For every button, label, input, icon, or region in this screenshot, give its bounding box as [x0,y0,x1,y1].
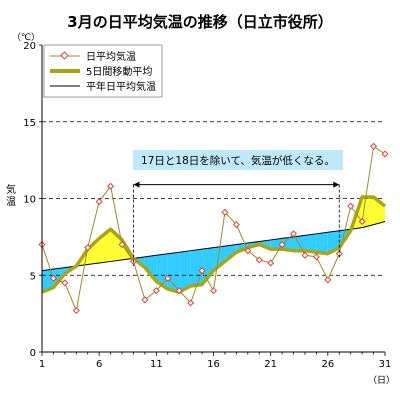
daily-point-12 [164,274,172,282]
daily-point-10 [141,296,149,304]
x-tick-label-26: 26 [321,359,334,370]
daily-point-26 [324,276,332,284]
annotation-box [133,150,343,170]
x-axis-unit: （日） [368,375,395,386]
daily-point-29 [358,218,366,226]
daily-point-6 [95,198,103,206]
daily-point-4 [72,307,80,315]
series-lines [41,145,387,313]
annotation: 17日と18日を除いて、気温が低くなる。 [133,150,343,267]
x-tick-label-1: 1 [39,359,45,370]
x-tick-label-11: 11 [150,359,163,370]
annotation-arrow-head-right [333,181,340,188]
x-tick-label-6: 6 [96,359,102,370]
fill-below-normal [270,238,283,250]
daily-point-13 [175,287,183,295]
legend-label-daily: 日平均気温 [86,50,136,63]
fill-below-normal [156,253,168,290]
fill-below-normal [316,232,328,254]
series-line-normal [41,221,386,272]
axes [39,44,386,356]
daily-point-16 [209,287,218,295]
daily-point-8 [118,241,126,249]
daily-point-15 [198,267,206,275]
fill-above-normal [373,196,385,225]
annotation-arrow [133,181,340,267]
daily-temperature-markers [38,142,389,315]
daily-point-7 [107,182,115,190]
daily-point-28 [347,202,355,210]
chart-title: 3月の日平均気温の推移（日立市役所） [67,13,332,31]
daily-point-25 [312,253,320,261]
daily-point-14 [187,299,195,307]
daily-point-18 [232,221,240,229]
daily-point-2 [49,274,57,282]
legend-marker-daily [60,51,69,60]
daily-point-17 [221,208,229,216]
daily-point-21 [267,259,275,267]
daily-point-3 [61,279,69,287]
fill-below-normal [144,255,157,282]
daily-point-5 [84,244,92,252]
daily-point-22 [278,241,286,249]
fill-below-normal [304,233,317,253]
y-tick-label-15: 15 [23,118,36,129]
y-tick-label-0: 0 [30,348,36,359]
daily-point-20 [255,256,263,264]
fill-above-normal [87,238,100,265]
daily-point-30 [370,142,378,150]
series-line-moving-average [41,195,387,294]
daily-point-11 [152,287,160,295]
x-tick-label-31: 31 [379,359,392,370]
fill-below-normal [167,252,180,293]
fill-below-normal [179,250,191,293]
fill-below-normal [282,236,294,251]
y-tick-label-10: 10 [23,195,36,206]
annotation-arrow-head-left [133,181,140,188]
x-tick-label-16: 16 [207,359,220,370]
daily-point-24 [301,251,309,259]
annotation-text: 17日と18日を除いて、気温が低くなる。 [141,154,335,167]
x-tick-label-21: 21 [264,359,277,370]
y-axis-label: 気温 [6,183,16,208]
fill-below-normal [190,249,203,286]
series-line-daily [41,145,386,313]
daily-point-23 [290,230,298,238]
legend-label-moving-average: 5日間移動平均 [86,65,152,78]
y-tick-label-20: 20 [23,41,36,52]
daily-point-19 [244,247,252,255]
legend-label-normal: 平年日平均気温 [86,80,156,93]
y-tick-label-5: 5 [30,271,36,282]
fill-below-normal [213,246,225,271]
y-axis-unit: （℃） [12,32,40,43]
daily-point-31 [381,150,389,158]
legend: 日平均気温 5日間移動平均 平年日平均気温 [43,44,163,98]
